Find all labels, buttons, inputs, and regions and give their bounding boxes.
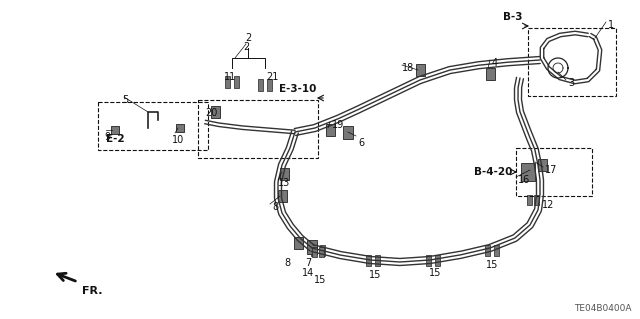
- Bar: [176, 124, 184, 132]
- Bar: [538, 159, 547, 171]
- Bar: [211, 106, 220, 118]
- Bar: [493, 244, 499, 256]
- Text: 20: 20: [205, 108, 218, 118]
- Text: 11: 11: [224, 72, 236, 82]
- Bar: [486, 68, 495, 80]
- Bar: [528, 28, 616, 96]
- Bar: [280, 168, 289, 180]
- Text: 7: 7: [305, 258, 311, 268]
- Text: 16: 16: [518, 175, 531, 185]
- Text: 4: 4: [492, 58, 498, 68]
- Bar: [374, 255, 380, 265]
- Text: 21: 21: [266, 72, 278, 82]
- Text: 13: 13: [278, 178, 291, 188]
- Text: E-2: E-2: [106, 134, 125, 144]
- Text: 6: 6: [358, 138, 364, 148]
- Text: 18: 18: [402, 63, 414, 73]
- Text: 10: 10: [172, 135, 184, 145]
- Bar: [484, 244, 490, 256]
- Bar: [426, 255, 431, 265]
- Text: 3: 3: [568, 78, 574, 88]
- Bar: [267, 79, 273, 91]
- Bar: [98, 102, 208, 150]
- Text: 15: 15: [369, 270, 381, 280]
- Text: E-3-10: E-3-10: [278, 84, 316, 94]
- Bar: [435, 255, 440, 265]
- Bar: [516, 148, 592, 196]
- Text: 1: 1: [608, 20, 614, 30]
- Bar: [365, 255, 371, 265]
- Text: 2: 2: [245, 33, 251, 43]
- Text: FR.: FR.: [82, 286, 102, 296]
- Text: B-4-20: B-4-20: [474, 167, 512, 177]
- Bar: [521, 163, 535, 181]
- Text: 9: 9: [104, 132, 110, 142]
- Bar: [198, 100, 318, 158]
- Text: 8: 8: [284, 258, 290, 268]
- Bar: [225, 76, 230, 88]
- Bar: [278, 190, 287, 202]
- Text: 5: 5: [122, 95, 128, 105]
- Bar: [310, 244, 316, 256]
- Bar: [415, 64, 424, 76]
- Text: 15: 15: [429, 268, 441, 278]
- Text: B-3: B-3: [502, 12, 522, 22]
- Bar: [534, 195, 540, 205]
- Bar: [111, 126, 119, 134]
- Text: 19: 19: [332, 120, 344, 130]
- Bar: [258, 79, 264, 91]
- Bar: [294, 237, 303, 249]
- Bar: [319, 244, 325, 256]
- Bar: [527, 195, 532, 205]
- Bar: [312, 247, 317, 257]
- Bar: [319, 247, 324, 257]
- Text: 15: 15: [486, 260, 498, 270]
- Bar: [326, 124, 335, 136]
- Text: TE04B0400A: TE04B0400A: [575, 304, 632, 313]
- Text: 8: 8: [272, 202, 278, 212]
- Text: 12: 12: [542, 200, 554, 210]
- Text: 15: 15: [314, 275, 326, 285]
- Text: 14: 14: [302, 268, 314, 278]
- Bar: [343, 125, 353, 138]
- Bar: [234, 76, 239, 88]
- Bar: [307, 240, 317, 254]
- Text: 2: 2: [243, 42, 249, 52]
- Text: 17: 17: [545, 165, 557, 175]
